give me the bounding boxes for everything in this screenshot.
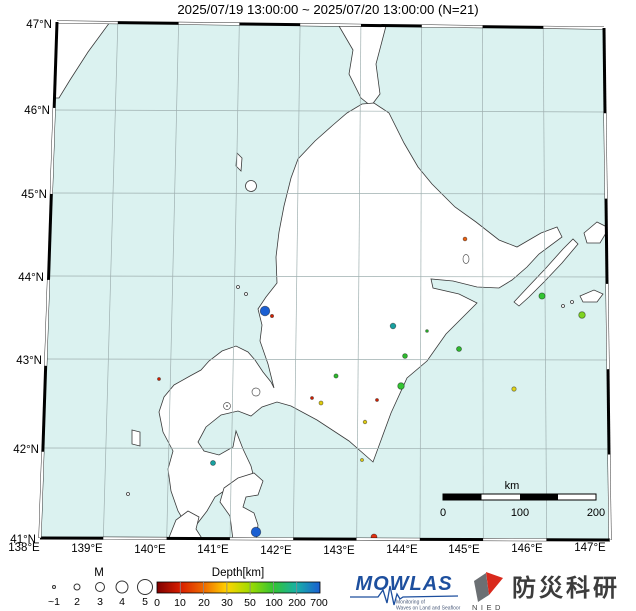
scale-tick: 100 (511, 507, 529, 519)
landmass-tsugaru (167, 510, 204, 540)
nied-mark-red-icon (486, 572, 503, 595)
scale-tick: 0 (440, 507, 446, 519)
depth-tick: 0 (154, 597, 160, 609)
earthquake-dot (389, 322, 397, 330)
depth-tick: 10 (174, 597, 186, 609)
depth-legend-label: Depth[km] (212, 567, 264, 579)
earthquake-dot (360, 458, 364, 462)
depth-tick: 200 (288, 597, 306, 609)
mowlas-waveform-icon (350, 585, 459, 606)
depth-colorbar (156, 581, 321, 594)
islet (126, 492, 130, 496)
nied-logo: NIED 防災科研 (472, 572, 620, 611)
earthquake-dot (456, 346, 462, 352)
earthquake-dot (318, 400, 324, 406)
earthquake-dot (511, 386, 517, 392)
landmass-shikotan (579, 289, 604, 303)
lon-label: 139°E (71, 543, 103, 555)
nied-mark-gray-icon (474, 573, 489, 602)
lake (251, 387, 261, 397)
lat-axis: 47°N 46°N 45°N 44°N 43°N 42°N 41°N (10, 19, 52, 546)
islet (244, 292, 248, 296)
map-frame (38, 20, 612, 542)
earthquake-dot (269, 313, 274, 318)
depth-legend: Depth[km] 0 10 20 30 50 100 200 700 (154, 567, 328, 609)
depth-tick: 100 (265, 597, 283, 609)
earthquake-dot (425, 329, 429, 333)
mowlas-tagline-line1: Monitoring of (396, 600, 426, 606)
depth-colorbar-ticks (179, 582, 298, 595)
earthquake-dot (397, 382, 405, 390)
magnitude-legend: M ~1 2 3 4 5 (48, 567, 153, 608)
graticule (42, 22, 610, 540)
lon-label: 145°E (448, 544, 480, 556)
lon-axis: 138°E 139°E 140°E 141°E 142°E 143°E 144°… (8, 542, 606, 557)
landmass-iturup (583, 221, 610, 244)
earthquake-dot (333, 373, 339, 379)
lake (462, 254, 470, 264)
scale-unit-label: km (505, 480, 520, 492)
magnitude-tick: 5 (142, 596, 148, 608)
magnitude-symbol (115, 580, 129, 594)
earthquake-dot (250, 526, 262, 538)
mowlas-tagline-line2: Waves on Land and Seafloor (396, 606, 461, 611)
lon-label: 147°E (574, 542, 606, 554)
lat-label: 42°N (13, 444, 39, 456)
magnitude-legend-label: M (94, 567, 104, 579)
lon-label: 146°E (511, 543, 543, 555)
landmass-hokkaido (158, 102, 563, 529)
map-title: 2025/07/19 13:00:00 ~ 2025/07/20 13:00:0… (177, 2, 478, 17)
earthquake-dot (375, 398, 379, 402)
landmass-rebun (235, 152, 243, 172)
lat-label: 44°N (18, 272, 44, 284)
lon-label: 144°E (386, 544, 418, 556)
nied-jp-text: 防災科研 (512, 574, 620, 602)
mowlas-logo-text: MOWLAS (355, 573, 452, 595)
islet (561, 304, 565, 308)
lon-label: 140°E (134, 544, 166, 556)
lat-label: 47°N (26, 19, 52, 31)
depth-tick: 700 (310, 597, 328, 609)
depth-tick: 50 (244, 597, 256, 609)
earthquake-dot (210, 460, 216, 466)
lat-label: 41°N (10, 534, 36, 546)
lon-label: 138°E (8, 542, 40, 554)
landmass-okushiri (131, 429, 141, 447)
scale-tick: 200 (587, 507, 605, 519)
mowlas-logo: MOWLAS Monitoring of Waves on Land and S… (350, 573, 461, 611)
landmass-kunashiri (513, 238, 579, 307)
magnitude-tick: 4 (119, 596, 125, 608)
magnitude-symbol (52, 585, 56, 589)
magnitude-symbol (73, 583, 81, 591)
landmass-rishiri (245, 180, 257, 192)
earthquake-dot (259, 305, 271, 317)
lat-label: 43°N (16, 355, 42, 367)
magnitude-tick: ~1 (48, 596, 60, 608)
magnitude-tick: 2 (74, 596, 80, 608)
earthquake-dot (402, 353, 408, 359)
earthquake-dot (578, 311, 586, 319)
nied-logo-text: NIED (472, 603, 504, 611)
lake-islet (226, 405, 228, 407)
islet (236, 285, 240, 289)
scale-bar: km 0 100 200 (440, 480, 605, 519)
earthquake-layer (157, 236, 586, 541)
magnitude-tick: 3 (97, 596, 103, 608)
magnitude-symbol (137, 579, 153, 595)
earthquake-dot (310, 396, 314, 400)
lat-label: 45°N (21, 189, 47, 201)
lon-label: 143°E (323, 545, 355, 557)
earthquake-dot (538, 292, 546, 300)
earthquake-dot (362, 419, 368, 425)
lat-label: 46°N (24, 105, 50, 117)
lon-label: 142°E (260, 545, 292, 557)
earthquake-dot (462, 236, 468, 242)
depth-tick: 20 (198, 597, 210, 609)
earthquake-dot (157, 377, 161, 381)
lon-label: 141°E (197, 544, 229, 556)
islet (570, 300, 574, 304)
depth-tick: 30 (221, 597, 233, 609)
magnitude-symbol (95, 582, 105, 592)
